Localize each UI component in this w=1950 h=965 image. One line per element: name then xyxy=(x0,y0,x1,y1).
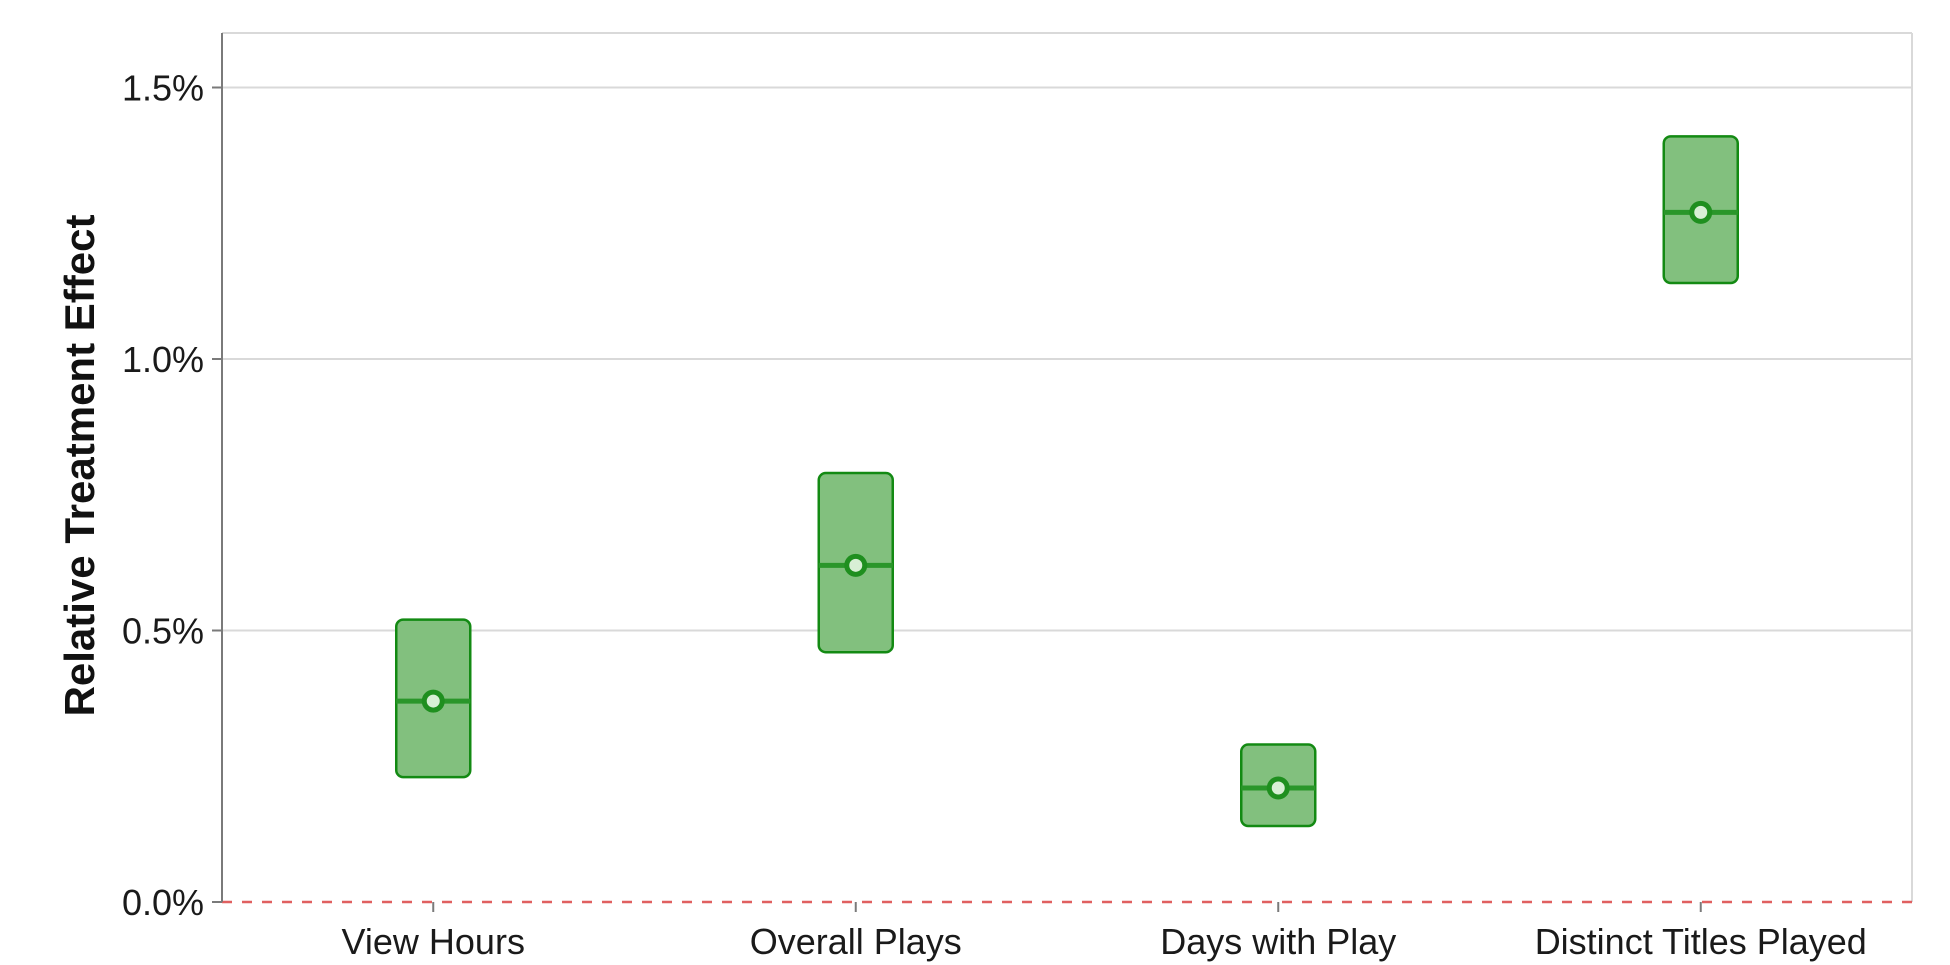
x-tick-label: Overall Plays xyxy=(750,921,962,962)
plot-frame xyxy=(222,32,1913,902)
interval-series xyxy=(222,135,1912,904)
estimate-point xyxy=(1266,776,1290,800)
estimate-point xyxy=(1689,200,1713,224)
estimate-point xyxy=(421,689,445,713)
y-tick-label: 0.5% xyxy=(122,611,204,652)
grid xyxy=(222,86,1912,632)
y-tick-label: 1.0% xyxy=(122,339,204,380)
x-tick-label: Distinct Titles Played xyxy=(1535,921,1867,962)
y-tick-label: 0.0% xyxy=(122,882,204,923)
y-tick-label: 1.5% xyxy=(122,68,204,109)
y-axis-title: Relative Treatment Effect xyxy=(56,215,103,717)
x-tick-label: View Hours xyxy=(342,921,525,962)
estimate-point xyxy=(844,553,868,577)
axes: 0.0% 0.5% 1.0% 1.5% View Hours Overall Plays D… xyxy=(122,33,1867,962)
x-tick-label: Days with Play xyxy=(1160,921,1396,962)
